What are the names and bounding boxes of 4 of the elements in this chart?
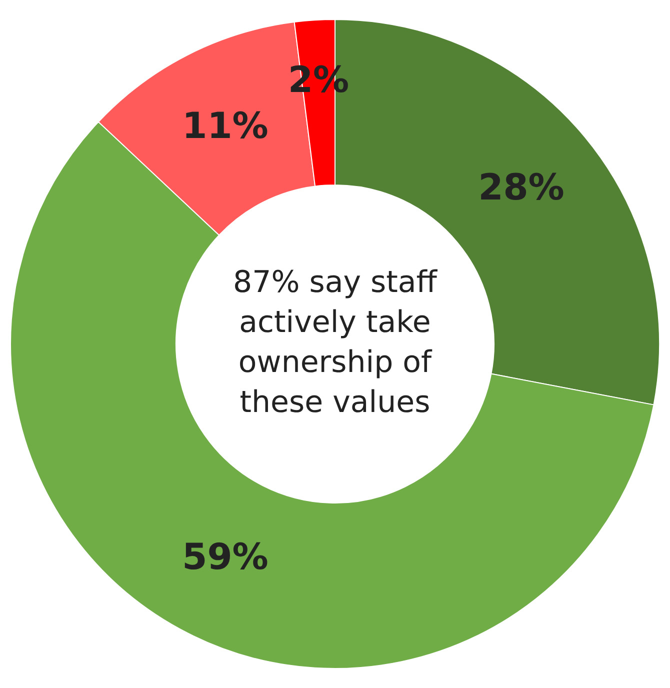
data-label: 59% — [182, 536, 268, 578]
data-label: 11% — [182, 106, 268, 147]
data-label: 28% — [478, 167, 564, 208]
text: 87% say staff actively take ownership of these values — [233, 264, 438, 420]
